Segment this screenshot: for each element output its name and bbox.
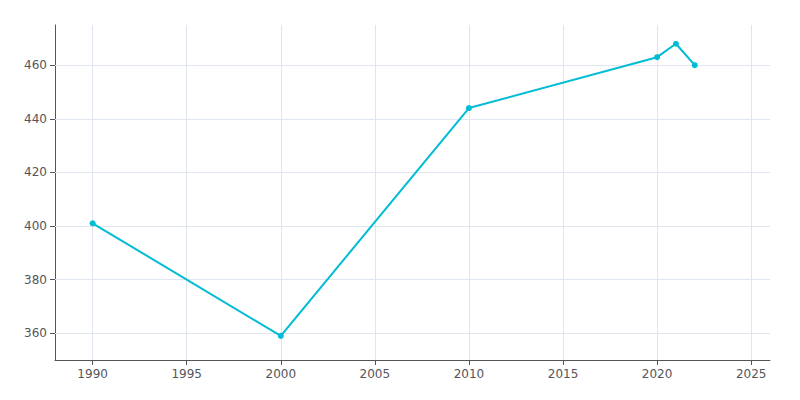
svg-text:380: 380 [24, 273, 47, 287]
svg-text:440: 440 [24, 112, 47, 126]
svg-text:1990: 1990 [77, 367, 108, 381]
svg-text:2010: 2010 [454, 367, 485, 381]
svg-text:2005: 2005 [360, 367, 391, 381]
svg-text:2015: 2015 [548, 367, 579, 381]
svg-text:460: 460 [24, 58, 47, 72]
svg-text:2025: 2025 [736, 367, 767, 381]
svg-text:2000: 2000 [266, 367, 297, 381]
svg-text:420: 420 [24, 165, 47, 179]
svg-text:360: 360 [24, 326, 47, 340]
svg-text:2020: 2020 [642, 367, 673, 381]
svg-text:400: 400 [24, 219, 47, 233]
svg-text:1995: 1995 [171, 367, 202, 381]
